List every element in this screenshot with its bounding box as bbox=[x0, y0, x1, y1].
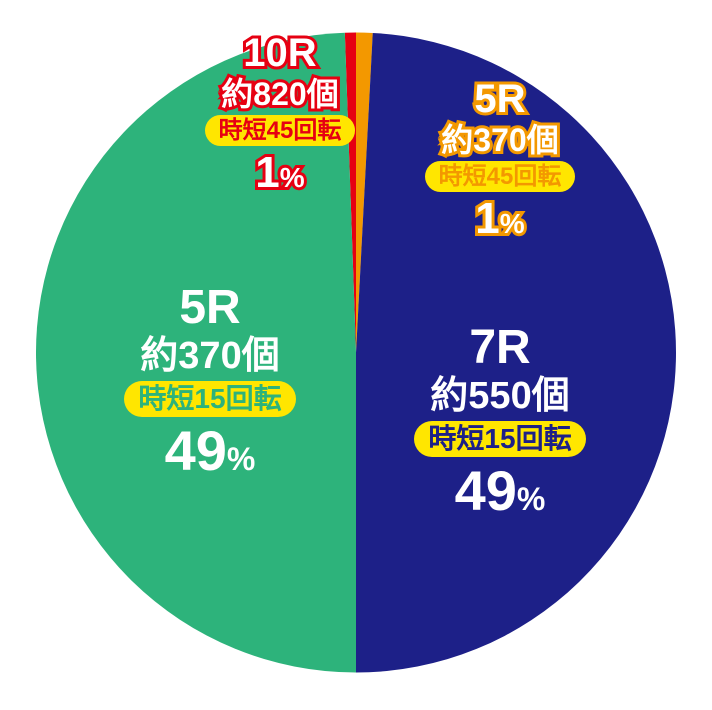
label-5r15-line2: 約370個 bbox=[80, 335, 340, 379]
label-5r45-pct: 1% bbox=[390, 194, 610, 245]
label-10r: 10R 約820個 時短45回転 1% bbox=[170, 30, 390, 199]
label-10r-pill: 時短45回転 bbox=[205, 115, 356, 147]
label-5r-15: 5R 約370個 時短15回転 49% bbox=[80, 280, 340, 483]
label-5r45-pill: 時短45回転 bbox=[425, 161, 576, 193]
label-7r-pct: 49% bbox=[370, 459, 630, 523]
label-5r45-line2: 約370個 bbox=[390, 122, 610, 159]
label-10r-line2: 約820個 bbox=[170, 76, 390, 113]
label-5r-45: 5R 約370個 時短45回転 1% bbox=[390, 76, 610, 245]
label-7r: 7R 約550個 時短15回転 49% bbox=[370, 320, 630, 523]
label-5r45-line1: 5R bbox=[390, 76, 610, 122]
label-5r15-pill: 時短15回転 bbox=[124, 381, 295, 417]
label-5r15-pct: 49% bbox=[80, 419, 340, 483]
label-5r15-line1: 5R bbox=[80, 280, 340, 335]
label-10r-line1: 10R bbox=[170, 30, 390, 76]
label-10r-pct: 1% bbox=[170, 148, 390, 199]
label-7r-pill: 時短15回転 bbox=[414, 421, 585, 457]
label-7r-line1: 7R bbox=[370, 320, 630, 375]
label-7r-line2: 約550個 bbox=[370, 375, 630, 419]
